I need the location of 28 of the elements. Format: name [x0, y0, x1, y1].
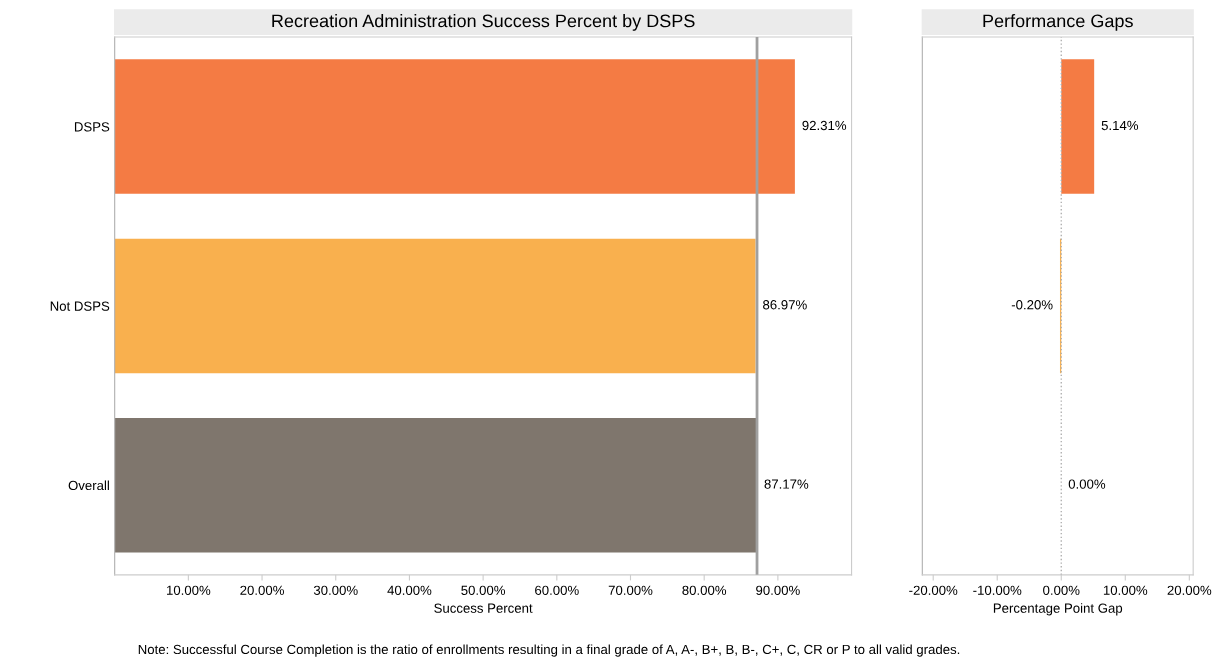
x-tick-label: 0.00% — [1043, 585, 1080, 595]
x-tick-label: 30.00% — [313, 585, 358, 595]
data-label: 86.97% — [763, 300, 807, 310]
x-tick-label: -20.00% — [909, 585, 958, 595]
y-tick-label: Not DSPS — [50, 301, 110, 311]
text: Note: Successful Course Completion is the ratio of enrollments resulting in a final grade of A, A-, B+, B, B-, C+, C, CR or P to all valid grades. — [138, 644, 960, 657]
chart-title: Performance Gaps — [983, 14, 1133, 31]
x-tick-label: 70.00% — [608, 585, 653, 595]
y-tick-label: Overall — [68, 480, 109, 491]
data-label: 87.17% — [764, 479, 809, 489]
x-tick-label: -10.00% — [973, 585, 1022, 595]
x-tick-label: 20.00% — [1167, 585, 1212, 595]
x-tick-label: 50.00% — [461, 585, 506, 595]
x-tick-label: 90.00% — [756, 585, 800, 595]
x-tick-label: 10.00% — [1103, 585, 1148, 595]
x-tick-label: 60.00% — [535, 585, 579, 595]
x-tick-label: 80.00% — [682, 585, 727, 595]
x-axis-title: Success Percent — [434, 603, 533, 613]
data-label: 92.31% — [802, 120, 847, 131]
chart-title: Recreation Administration Success Percent by DSPS — [272, 14, 695, 31]
x-tick-label: 20.00% — [240, 585, 284, 595]
x-tick-label: 10.00% — [167, 585, 211, 595]
data-label: 0.00% — [1068, 479, 1106, 489]
data-label: -0.20% — [1011, 300, 1053, 310]
y-tick-label: DSPS — [74, 122, 110, 132]
x-axis-title: Percentage Point Gap — [993, 603, 1123, 616]
x-tick-label: 40.00% — [387, 585, 432, 595]
data-label: 5.14% — [1101, 120, 1139, 131]
